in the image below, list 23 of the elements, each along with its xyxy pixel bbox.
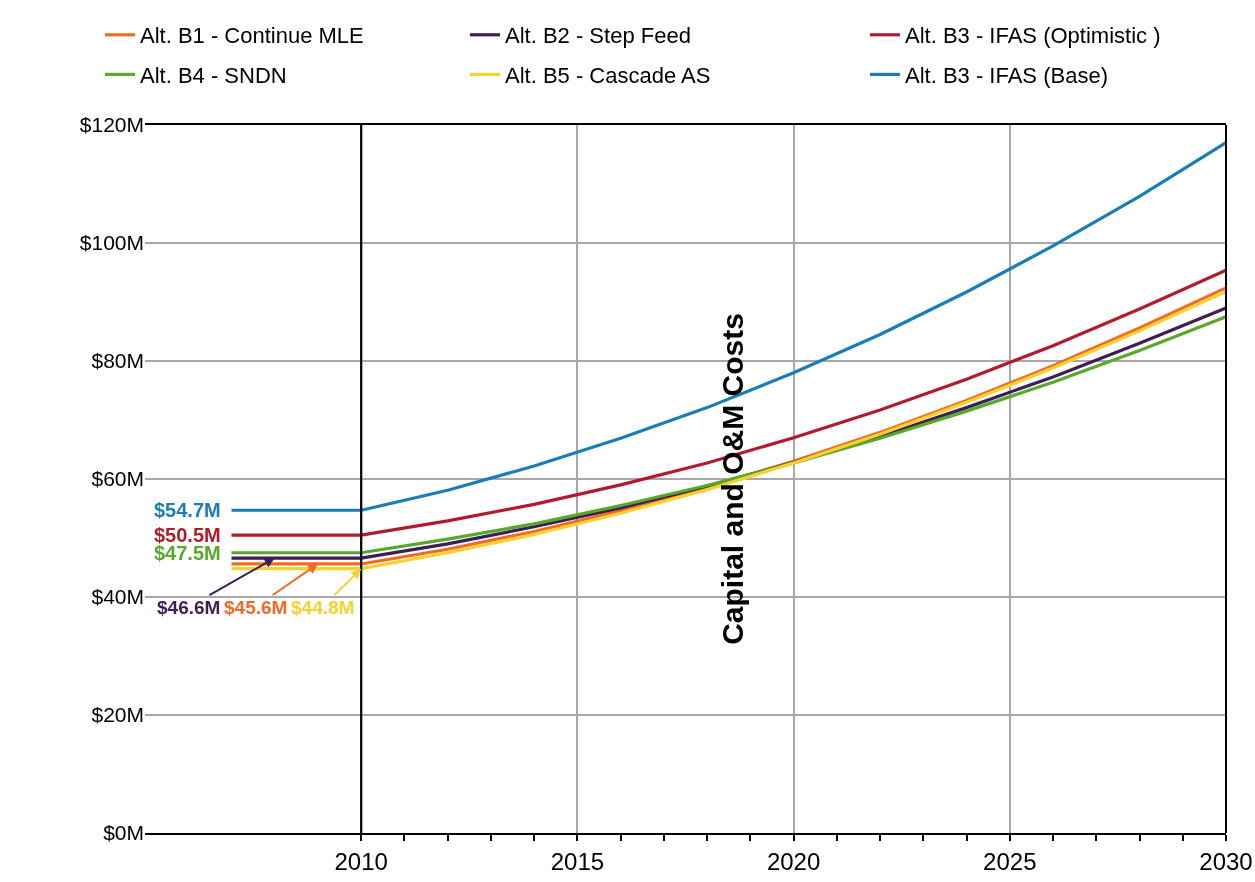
x-tick-label: 2015 bbox=[550, 847, 605, 875]
y-tick-label: $20M bbox=[91, 703, 144, 727]
legend-label: Alt. B3 - IFAS (Optimistic ) bbox=[905, 23, 1161, 49]
y-tick-label: $100M bbox=[79, 231, 144, 255]
x-tick-label: 2010 bbox=[334, 847, 388, 875]
x-tick-label: 2025 bbox=[983, 847, 1037, 875]
legend-label: Alt. B1 - Continue MLE bbox=[140, 23, 364, 49]
data-label: $44.8M bbox=[291, 597, 355, 618]
y-tick-label: $40M bbox=[91, 585, 144, 609]
data-label: $46.6M bbox=[157, 597, 221, 618]
y-tick-label: $120M bbox=[79, 113, 144, 137]
x-tick-label: 2030 bbox=[1199, 847, 1253, 875]
y-tick-label: $60M bbox=[91, 467, 144, 491]
y-tick-label: $0M bbox=[103, 821, 144, 845]
legend-label: Alt. B5 - Cascade AS bbox=[505, 62, 711, 88]
y-axis-title: Capital and O&M Costs bbox=[716, 313, 749, 645]
y-tick-label: $80M bbox=[91, 349, 144, 373]
legend-label: Alt. B4 - SNDN bbox=[140, 62, 287, 88]
legend-label: Alt. B3 - IFAS (Base) bbox=[905, 62, 1108, 88]
data-label: $54.7M bbox=[154, 499, 221, 521]
data-label: $45.6M bbox=[224, 597, 288, 618]
x-tick-label: 2020 bbox=[766, 847, 821, 875]
legend-label: Alt. B2 - Step Feed bbox=[505, 23, 691, 49]
